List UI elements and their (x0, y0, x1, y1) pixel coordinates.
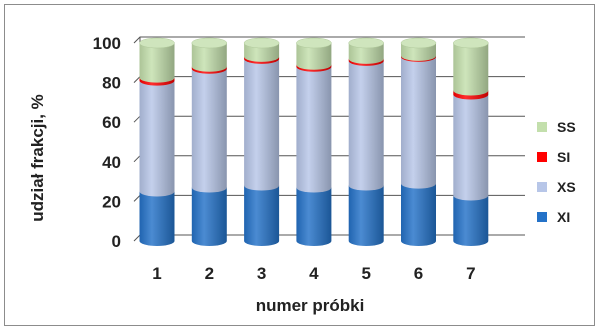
bar-top-cap-7 (453, 37, 489, 49)
legend-label-XS: XS (557, 179, 576, 195)
bar-segment-SS-1 (139, 43, 175, 83)
bar-segment-SS-4 (296, 43, 332, 70)
legend-swatch-XI (537, 212, 547, 222)
bar-segment-SS-2 (191, 43, 227, 72)
bar-top-cap-2 (191, 37, 228, 49)
x-tick-label-5: 5 (361, 264, 370, 283)
legend-label-SI: SI (557, 149, 570, 165)
bar-top-cap-3 (243, 37, 280, 49)
y-axis-ticks: 0 20 40 60 80 100 (93, 34, 121, 251)
legend: SS SI XS XI (537, 119, 576, 225)
legend-swatch-SI (537, 152, 547, 162)
x-tick-label-7: 7 (466, 264, 475, 283)
bar-segment-XI-6 (401, 183, 436, 246)
legend-item-SI: SI (537, 149, 570, 165)
x-tick-label-2: 2 (205, 264, 214, 283)
bar-segment-XS-1 (139, 80, 175, 197)
x-axis-label: numer próbki (256, 296, 365, 315)
x-tick-label-6: 6 (414, 264, 423, 283)
y-axis-label: udział frakcji, % (28, 94, 47, 222)
bar-segment-XI-2 (191, 187, 227, 246)
legend-swatch-XS (537, 182, 547, 192)
bar-segment-SS-5 (348, 43, 384, 64)
x-tick-label-4: 4 (309, 264, 319, 283)
bar-top-cap-4 (296, 37, 332, 49)
legend-item-SS: SS (537, 119, 576, 135)
legend-label-XI: XI (557, 209, 570, 225)
bar-segment-XS-2 (191, 68, 227, 193)
bars-layer (139, 37, 489, 246)
y-tick-label-100: 100 (93, 34, 121, 53)
bar-segment-XI-4 (296, 187, 332, 246)
bar-segment-XI-1 (139, 191, 175, 246)
x-tick-label-1: 1 (152, 264, 161, 283)
bar-stack-7 (453, 37, 489, 246)
bar-segment-XI-3 (244, 185, 280, 246)
y-tick-label-80: 80 (102, 74, 121, 93)
x-axis-ticks: 1 2 3 4 5 6 7 (152, 264, 475, 283)
bar-segment-XS-4 (296, 66, 332, 193)
y-tick-label-0: 0 (112, 232, 121, 251)
bar-stack-4 (296, 37, 332, 246)
bar-segment-XS-6 (401, 56, 436, 189)
bar-top-cap-1 (139, 37, 175, 49)
legend-label-SS: SS (557, 119, 576, 135)
bar-top-cap-6 (400, 37, 437, 49)
bar-segment-XS-7 (453, 94, 489, 201)
legend-item-XS: XS (537, 179, 576, 195)
bar-segment-XS-5 (348, 60, 384, 191)
y-tick-label-60: 60 (102, 113, 121, 132)
y-tick-label-40: 40 (102, 153, 121, 172)
bar-stack-2 (191, 37, 228, 246)
x-tick-label-3: 3 (257, 264, 266, 283)
legend-item-XI: XI (537, 209, 570, 225)
bar-top-cap-5 (348, 37, 384, 49)
y-tick-label-20: 20 (102, 192, 121, 211)
legend-swatch-SS (537, 122, 547, 132)
bar-segment-SS-7 (453, 43, 489, 96)
bar-stack-6 (400, 37, 437, 246)
bar-segment-SS-3 (244, 43, 280, 62)
bar-segment-XI-5 (348, 185, 384, 246)
bar-stack-5 (348, 37, 384, 246)
bar-stack-3 (243, 37, 280, 246)
bar-segment-XI-7 (453, 195, 489, 246)
bar-stack-1 (139, 37, 175, 246)
bar-segment-XS-3 (244, 58, 280, 191)
